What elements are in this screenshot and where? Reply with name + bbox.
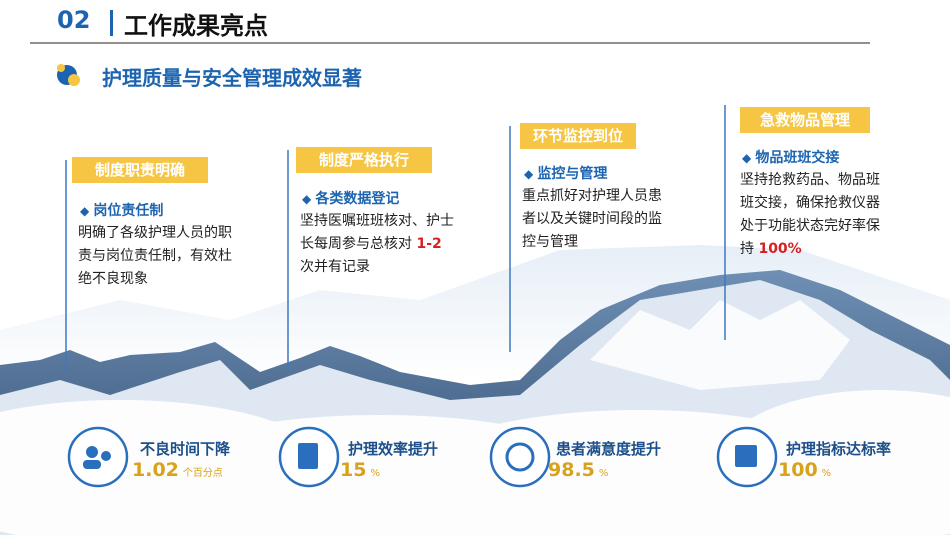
stat-value: 1.02 个百分点 xyxy=(132,459,223,481)
value: 1.02 xyxy=(132,459,179,481)
stat-label: 护理指标达标率 xyxy=(786,440,892,458)
milestone-heading: 监控与管理 xyxy=(524,163,607,183)
unit: % xyxy=(821,468,832,479)
value: 100 xyxy=(778,459,818,481)
milestone-body: 坚持抢救药品、物品班班交接，确保抢救仪器处于功能状态完好率保持 100% xyxy=(740,169,890,261)
stat-value: 98.5% xyxy=(548,459,608,481)
body-text: 次并有记录 xyxy=(300,259,370,275)
body-text: 坚持医嘱班班核对、护士长每周参与总核对 xyxy=(300,213,454,252)
body-text: 重点抓好对护理人员患者以及关键时间段的监控与管理 xyxy=(522,188,662,250)
milestone-heading: 物品班班交接 xyxy=(742,147,839,167)
milestone-body: 明确了各级护理人员的职责与岗位责任制，有效杜绝不良现象 xyxy=(78,222,243,291)
unit: 个百分点 xyxy=(182,468,223,479)
section-number: 02 xyxy=(57,6,91,34)
milestone-body: 重点抓好对护理人员患者以及关键时间段的监控与管理 xyxy=(522,185,672,254)
value: 98.5 xyxy=(548,459,595,481)
stat-label: 护理效率提升 xyxy=(348,440,439,458)
milestone-heading: 岗位责任制 xyxy=(80,200,163,220)
stat-label: 患者满意度提升 xyxy=(556,440,662,458)
milestone-tag: 制度严格执行 xyxy=(296,147,432,173)
body-text: 坚持抢救药品、物品班班交接，确保抢救仪器处于功能状态完好率保持 xyxy=(740,172,880,257)
stat-label: 不良时间下降 xyxy=(140,440,231,458)
milestone-heading: 各类数据登记 xyxy=(302,188,399,208)
subtitle: 护理质量与安全管理成效显著 xyxy=(102,66,362,90)
body-text: 明确了各级护理人员的职责与岗位责任制，有效杜绝不良现象 xyxy=(78,225,232,287)
stat-value: 100% xyxy=(778,459,831,481)
milestone-body: 坚持医嘱班班核对、护士长每周参与总核对 1-2 次并有记录 xyxy=(300,210,460,279)
milestone-tag: 环节监控到位 xyxy=(520,123,636,149)
section-title: 工作成果亮点 xyxy=(124,12,268,40)
milestone-tag: 制度职责明确 xyxy=(72,157,208,183)
milestone-tag: 急救物品管理 xyxy=(740,107,870,133)
stat-value: 15% xyxy=(340,459,380,481)
highlight: 100% xyxy=(758,241,802,257)
highlight: 1-2 xyxy=(416,236,442,252)
unit: % xyxy=(370,468,380,479)
value: 15 xyxy=(340,459,367,481)
unit: % xyxy=(598,468,609,479)
